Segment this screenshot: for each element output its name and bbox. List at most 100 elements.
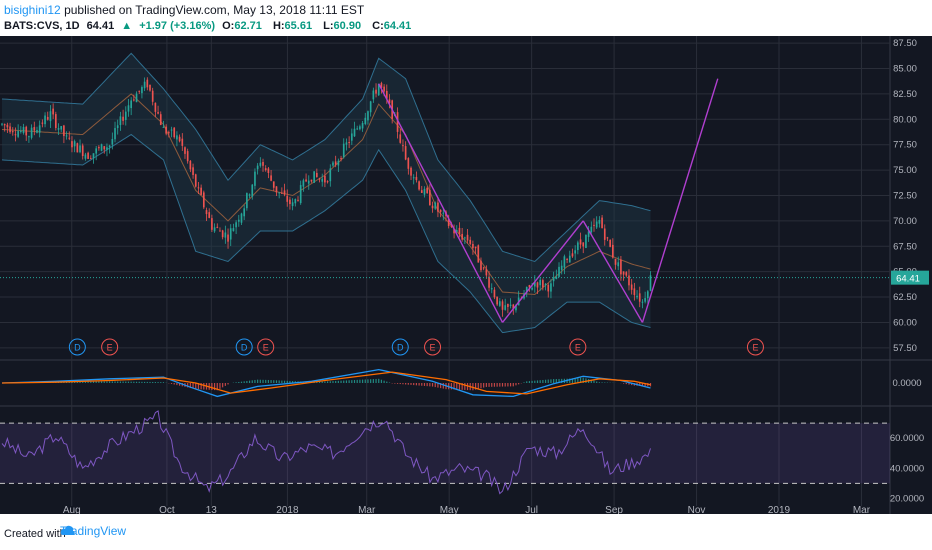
up-triangle-icon: ▲ [121, 20, 133, 32]
candle-body [224, 232, 227, 238]
candle-body [54, 114, 57, 128]
dividend-marker [391, 338, 409, 356]
candle-body [332, 162, 334, 166]
candle-body [57, 128, 60, 130]
candle-body [227, 234, 229, 242]
price-chart-svg[interactable]: Aug Oct 13 2018 Mar May Jul Sep Nov 2019 Mar 87.50 8… [0, 36, 932, 514]
candle-body [480, 260, 482, 271]
candle-body [71, 141, 73, 148]
candle-body [321, 178, 324, 182]
candle-body [246, 193, 248, 209]
candle-body [124, 111, 127, 120]
candle-body [89, 158, 92, 160]
rsi-band-fill [0, 423, 890, 484]
candle-body [30, 127, 33, 138]
candle-body [133, 99, 135, 101]
candle-body [609, 239, 611, 247]
event-marker-label: E [752, 343, 758, 353]
candle-body [219, 230, 221, 232]
close-value: 64.41 [383, 20, 412, 32]
candle-body [464, 237, 466, 239]
candle-body [28, 136, 30, 138]
dividend-marker [68, 338, 86, 356]
candle-body [84, 154, 87, 159]
event-marker-label: D [241, 343, 248, 353]
author-link[interactable]: bisighini12 [4, 3, 61, 17]
candle-body [418, 181, 420, 190]
earnings-marker [746, 338, 764, 356]
candle-body [65, 135, 68, 137]
candle-body [272, 181, 275, 188]
event-marker-label: E [107, 343, 113, 353]
symbol-label[interactable]: BATS:CVS, 1D [4, 20, 80, 32]
candle-body [595, 221, 598, 228]
candle-body [52, 108, 54, 115]
price-tick-label: 75.00 [893, 165, 917, 176]
pattern-trend-line [378, 83, 504, 323]
rsi-tick-label: 40.0000 [890, 463, 924, 474]
candle-body [229, 228, 232, 240]
candle-body [431, 205, 434, 209]
x-tick-label: May [440, 505, 459, 514]
candle-body [165, 126, 167, 134]
candle-body [641, 301, 644, 303]
chart-header: bisighini12 published on TradingView.com… [0, 0, 932, 36]
candle-body [385, 90, 388, 99]
candle-body [474, 246, 477, 249]
candle-body [617, 262, 620, 267]
candle-body [41, 122, 44, 124]
candle-body [79, 145, 81, 153]
candle-body [114, 128, 116, 140]
chart-area[interactable]: Aug Oct 13 2018 Mar May Jul Sep Nov 2019 Mar 87.50 8… [0, 36, 932, 514]
candle-body [490, 288, 493, 290]
candle-body [469, 239, 472, 244]
price-tick-label: 82.50 [893, 89, 917, 100]
candle-body [566, 258, 568, 260]
candle-body [184, 147, 186, 154]
candle-body [98, 147, 100, 149]
candle-body [542, 280, 544, 288]
candle-body [254, 171, 256, 186]
candle-body [455, 230, 458, 232]
candle-body [420, 190, 423, 193]
candle-body [601, 217, 603, 229]
chart-footer: Created with TradingView [0, 514, 932, 550]
candle-body [316, 172, 318, 177]
event-marker-label: E [430, 343, 436, 353]
candle-body [402, 145, 404, 147]
price-tick-label: 72.50 [893, 190, 917, 201]
candle-body [197, 187, 200, 189]
candle-body [248, 194, 251, 196]
candle-body [372, 90, 375, 100]
candle-body [60, 126, 63, 130]
candle-body [380, 83, 383, 88]
candle-body [458, 227, 461, 235]
candle-body [340, 158, 342, 160]
candle-body [625, 272, 628, 276]
candle-body [477, 245, 480, 263]
candle-body [17, 131, 19, 137]
dividend-marker [235, 338, 253, 356]
candle-body [324, 175, 326, 183]
candle-body [81, 145, 84, 157]
candle-body [612, 244, 614, 258]
candle-body [377, 83, 380, 96]
price-tick-label: 60.00 [893, 317, 917, 328]
candle-body [361, 123, 364, 129]
candle-body [547, 284, 550, 292]
candle-body [168, 132, 170, 134]
price-tick-label: 77.50 [893, 140, 917, 151]
candle-body [442, 212, 445, 214]
x-tick-label: Nov [688, 505, 706, 514]
candle-body [437, 202, 439, 212]
candle-body [472, 243, 474, 249]
candle-body [305, 179, 307, 182]
event-marker-label: E [263, 343, 269, 353]
candle-body [638, 293, 641, 302]
candle-body [383, 86, 385, 92]
tradingview-link[interactable]: TradingView [60, 524, 126, 538]
candle-body [275, 186, 278, 193]
candle-body [310, 179, 313, 182]
candle-body [278, 192, 280, 194]
event-marker-label: D [397, 343, 404, 353]
